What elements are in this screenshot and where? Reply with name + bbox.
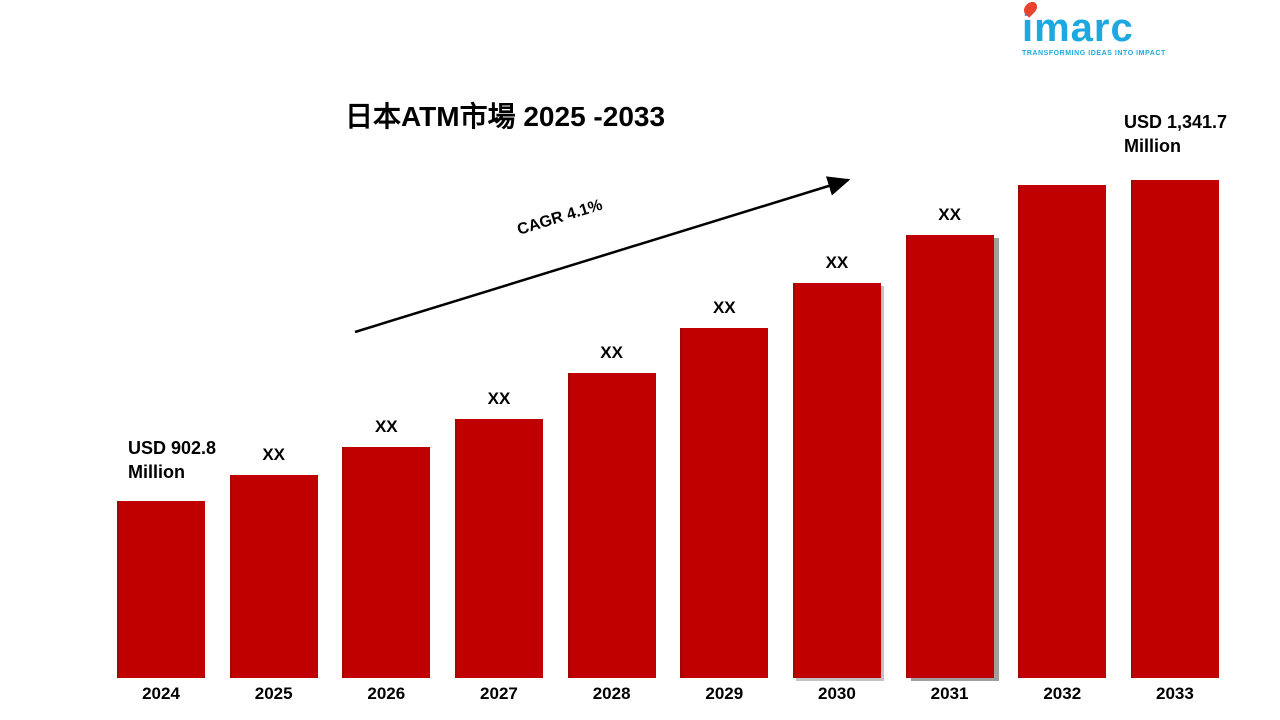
bar-column: XX 2029 (680, 298, 769, 704)
imarc-tagline: TRANSFORMING IDEAS INTO IMPACT (1022, 50, 1166, 57)
bar-column: XX 2030 (792, 253, 881, 704)
bar-value-label: XX (712, 298, 736, 317)
x-axis-label: 2026 (367, 684, 406, 703)
x-axis-label: 2027 (480, 684, 518, 703)
bar-2032 (1018, 185, 1107, 678)
bar-2025 (229, 475, 318, 678)
x-axis-label: 2032 (1043, 684, 1082, 703)
bar-2027 (454, 419, 543, 678)
bar-column: 2033 (1130, 150, 1219, 704)
x-axis-label: 2028 (592, 684, 631, 703)
bar-2024 (117, 501, 205, 678)
x-axis-label: 2030 (818, 684, 856, 703)
bar-2031 (905, 235, 994, 678)
bar-column: 2024 (117, 471, 205, 704)
x-axis-label: 2033 (1155, 684, 1194, 703)
x-axis-label: 2031 (930, 684, 969, 703)
bar-2028 (567, 373, 656, 678)
bar-value-label: XX (262, 445, 285, 464)
last-bar-value-line2: Million (1124, 136, 1181, 157)
bar-2026 (342, 447, 431, 678)
bar-area: 2024 XX 2025 XX 2026 XX 2027 XX 2028 XX 2029 XX 2030… (117, 150, 1219, 704)
last-bar-value-label: USD 1,341.7 Million (1124, 110, 1227, 159)
bar-column: 2032 (1018, 155, 1107, 704)
first-bar-value-label: USD 902.8 Million (128, 436, 216, 485)
bar-column: XX 2027 (454, 389, 543, 704)
bar-value-label: XX (487, 389, 511, 408)
bar-column: XX 2026 (342, 417, 431, 704)
bar-column: XX 2028 (567, 343, 656, 704)
imarc-logo: imarc TRANSFORMING IDEAS INTO IMPACT (1021, 0, 1252, 57)
chart-title: 日本ATM市場 2025 -2033 (345, 101, 666, 132)
bar-column: XX 2025 (229, 445, 318, 704)
x-axis-label: 2029 (705, 684, 744, 703)
bar-2030 (792, 283, 881, 678)
x-axis-label: 2025 (254, 684, 293, 703)
x-axis-label: 2024 (142, 684, 180, 703)
bar-value-label: XX (600, 343, 623, 362)
imarc-logo-row: imarc (1021, 0, 1134, 50)
last-bar-value-line1: USD 1,341.7 (1124, 112, 1228, 132)
bar-2033 (1130, 180, 1219, 678)
bar-value-label: XX (938, 205, 961, 224)
bar-value-label: XX (825, 253, 849, 272)
bar-column: XX 2031 (905, 205, 994, 704)
bar-2029 (680, 328, 769, 678)
first-bar-value-line2: Million (128, 462, 185, 483)
bar-value-label: XX (374, 417, 398, 436)
imarc-logo-text: imarc (1022, 6, 1134, 50)
first-bar-value-line1: USD 902.8 (128, 438, 217, 458)
